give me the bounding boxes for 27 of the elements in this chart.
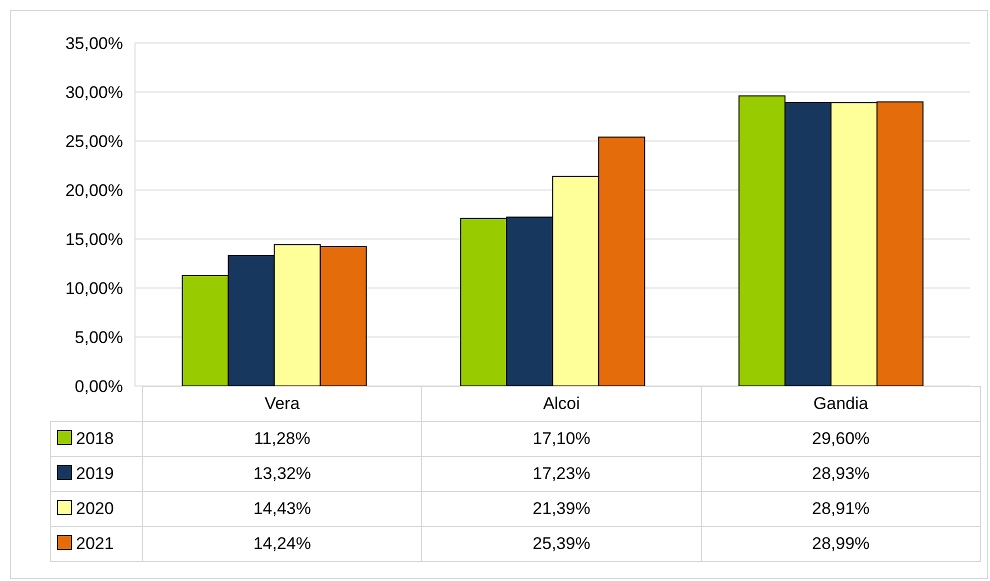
x-tick-label: Alcoi <box>422 386 702 422</box>
data-label: 21,39% <box>422 492 702 526</box>
data-label: 11,28% <box>142 422 422 456</box>
y-tick-label: 30,00% <box>65 83 123 102</box>
data-label: 17,23% <box>422 456 702 492</box>
x-tick-label: Gandia <box>701 386 980 422</box>
data-label: 28,99% <box>701 526 980 562</box>
y-tick-label: 25,00% <box>65 132 123 152</box>
data-label: 13,32% <box>142 456 422 492</box>
data-label: 29,60% <box>701 422 980 456</box>
legend-label: 2021 <box>50 526 142 562</box>
y-tick-label: 0,00% <box>74 377 123 396</box>
y-tick-label: 10,00% <box>65 279 123 298</box>
y-tick-label: 20,00% <box>65 181 123 200</box>
legend-label: 2018 <box>50 422 142 456</box>
data-label: 25,39% <box>422 526 702 562</box>
data-label: 28,93% <box>701 456 980 492</box>
legend-label: 2020 <box>50 492 142 526</box>
y-tick-label: 5,00% <box>74 328 123 348</box>
legend-label: 2019 <box>50 456 142 492</box>
data-label: 28,91% <box>701 492 980 526</box>
y-tick-label: 15,00% <box>65 230 123 250</box>
x-tick-label: Vera <box>142 386 422 422</box>
data-label: 14,24% <box>142 526 422 562</box>
data-label: 14,43% <box>142 492 422 526</box>
y-tick-label: 35,00% <box>65 34 123 54</box>
data-label: 17,10% <box>422 422 702 456</box>
